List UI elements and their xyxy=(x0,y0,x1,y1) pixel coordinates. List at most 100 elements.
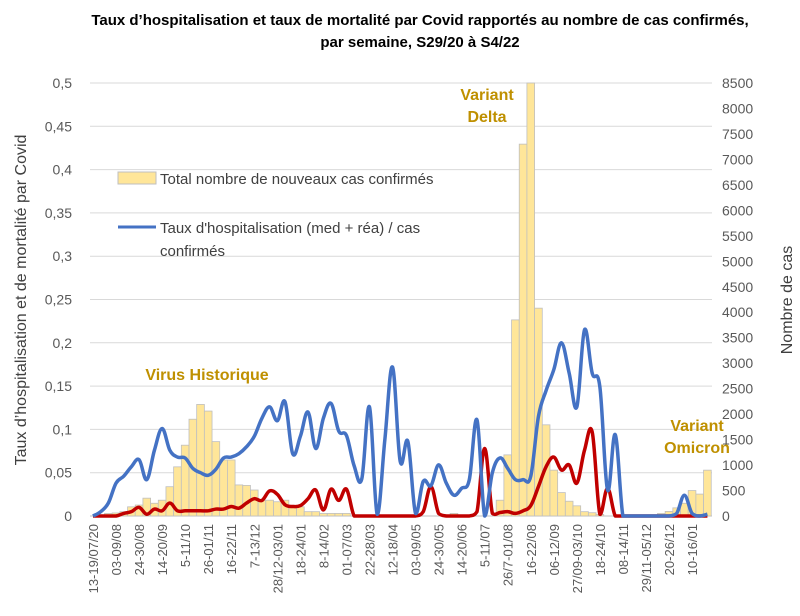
y2-tick-label: 8500 xyxy=(722,75,753,91)
annotation-label: Variant xyxy=(460,87,514,104)
x-tick-label: 29/11-05/12 xyxy=(639,524,654,592)
y-axis-title: Taux d’hospitalisation et de mortalité p… xyxy=(13,135,30,466)
y2-tick-label: 7000 xyxy=(722,151,753,167)
legend-bar-swatch xyxy=(117,171,157,185)
y2-tick-label: 3000 xyxy=(722,355,753,371)
case-bar xyxy=(572,505,582,517)
x-tick-label: 5-11/10 xyxy=(178,524,193,567)
legend-bar-label: Total nombre de nouveaux cas confirmés xyxy=(160,171,433,188)
chart-title-line-1: Taux d’hospitalisation et taux de mortal… xyxy=(91,12,748,29)
x-tick-label: 8-14/02 xyxy=(316,524,331,568)
y-tick-label: 0,4 xyxy=(53,162,73,178)
case-bar xyxy=(511,319,520,517)
legend-line-label-1: Taux d'hospitalisation (med + réa) / cas xyxy=(160,220,420,237)
x-tick-label: 08-14/11 xyxy=(616,524,631,574)
annotation-label: Virus Historique xyxy=(145,367,268,384)
y2-tick-label: 500 xyxy=(722,483,746,499)
case-bar xyxy=(265,499,274,517)
x-tick-label: 22-28/03 xyxy=(362,524,377,575)
case-bar xyxy=(257,499,267,517)
x-tick-label: 14-20/09 xyxy=(155,524,170,575)
x-tick-label: 10-16/01 xyxy=(685,524,700,575)
x-tick-label: 18-24/10 xyxy=(593,524,608,575)
case-bar xyxy=(557,492,566,517)
y2-tick-label: 6500 xyxy=(722,177,753,193)
x-tick-label: 01-07/03 xyxy=(339,524,354,575)
y2-tick-label: 4500 xyxy=(722,279,753,295)
x-tick-label: 12-18/04 xyxy=(386,524,401,575)
y-tick-label: 0,15 xyxy=(45,378,72,394)
y2-tick-label: 5000 xyxy=(722,253,753,269)
annotation-label: Variant xyxy=(670,418,724,435)
x-tick-label: 20-26/12 xyxy=(662,524,677,575)
mortality-rate-line xyxy=(92,426,708,518)
chart-title-line-2: par semaine, S29/20 à S4/22 xyxy=(320,34,519,51)
y2-tick-label: 1000 xyxy=(722,457,753,473)
y-tick-label: 0,35 xyxy=(45,205,72,221)
x-tick-label: 03-09/05 xyxy=(409,524,424,575)
case-bar xyxy=(311,511,320,517)
y2-tick-label: 2000 xyxy=(722,406,753,422)
case-bar xyxy=(273,501,282,517)
y2-tick-label: 8000 xyxy=(722,100,753,116)
case-bar xyxy=(334,513,344,517)
case-bar xyxy=(695,493,704,517)
y-tick-label: 0,25 xyxy=(45,292,72,308)
y-tick-label: 0,1 xyxy=(53,421,73,437)
y-tick-label: 0 xyxy=(64,508,72,524)
y2-tick-label: 0 xyxy=(722,508,730,524)
case-bar xyxy=(549,469,559,517)
x-tick-label: 18-24/01 xyxy=(293,524,308,575)
case-bar xyxy=(342,513,351,517)
x-tick-label: 7-13/12 xyxy=(247,524,262,568)
case-bar xyxy=(296,506,305,517)
case-bar xyxy=(564,500,574,517)
case-bar xyxy=(234,484,244,517)
x-tick-label: 16-22/11 xyxy=(224,524,239,574)
case-bar xyxy=(303,511,313,517)
x-tick-label: 14-20/06 xyxy=(455,524,470,575)
y2-tick-label: 5500 xyxy=(722,228,753,244)
legend: Total nombre de nouveaux cas confirmés T… xyxy=(117,171,433,260)
case-bar xyxy=(211,441,221,517)
y-tick-label: 0,5 xyxy=(53,75,73,91)
case-bar xyxy=(196,404,205,517)
case-bar xyxy=(203,410,213,517)
x-tick-label: 27/09-03/10 xyxy=(570,524,585,593)
x-tick-label: 24-30/05 xyxy=(432,524,447,575)
case-bar xyxy=(518,143,528,517)
x-tick-label: 03-09/08 xyxy=(109,524,124,575)
y2-tick-label: 6000 xyxy=(722,202,753,218)
x-tick-label: 24-30/08 xyxy=(132,524,147,575)
y2-tick-label: 4000 xyxy=(722,304,753,320)
case-bar xyxy=(526,82,535,517)
case-bar xyxy=(319,513,328,517)
y2-axis-title: Nombre de cas xyxy=(779,246,796,355)
x-tick-label: 13-19/07/20 xyxy=(86,524,101,593)
y2-tick-label: 7500 xyxy=(722,126,753,142)
x-tick-label: 28/12-03/01 xyxy=(270,524,285,593)
case-bar xyxy=(326,513,336,517)
y-tick-label: 0,45 xyxy=(45,118,72,134)
x-tick-label: 06-12/09 xyxy=(547,524,562,575)
case-bar xyxy=(680,502,689,517)
y2-tick-label: 1500 xyxy=(722,432,753,448)
x-tick-label: 26/7-01/08 xyxy=(501,524,516,586)
y-tick-label: 0,3 xyxy=(53,248,73,264)
y-tick-label: 0,05 xyxy=(45,465,72,481)
x-tick-label: 5-11/07 xyxy=(478,524,493,567)
case-bar xyxy=(250,489,259,517)
y2-tick-label: 2500 xyxy=(722,381,753,397)
legend-line-label-2: confirmés xyxy=(160,243,225,260)
x-tick-label: 26-01/11 xyxy=(201,524,216,574)
hospitalisation-rate-line xyxy=(92,327,708,518)
x-tick-label: 16-22/08 xyxy=(524,524,539,575)
case-bar xyxy=(587,512,597,517)
y-tick-label: 0,2 xyxy=(53,335,73,351)
annotation-label: Delta xyxy=(467,109,506,126)
y2-tick-label: 3500 xyxy=(722,330,753,346)
case-bar xyxy=(580,511,589,517)
annotation-label: Omicron xyxy=(664,440,730,457)
